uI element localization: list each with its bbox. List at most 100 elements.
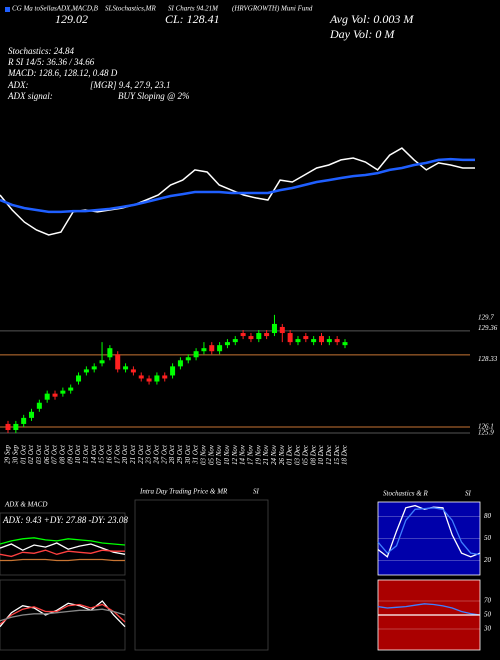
candle-body: [36, 402, 42, 409]
x-tick-label: 03 Nov: [200, 444, 208, 465]
panel-title: SI: [465, 490, 472, 498]
x-tick-label: 31 Oct: [192, 444, 200, 465]
candle-body: [209, 345, 215, 352]
candle-body: [21, 417, 27, 424]
candle-body: [138, 375, 144, 379]
last-price: 129.02: [55, 12, 88, 26]
candle-body: [303, 336, 309, 340]
candle-body: [264, 333, 270, 337]
candle-body: [162, 375, 168, 379]
series-line: [0, 603, 126, 625]
x-tick-label: 08 Dec: [309, 444, 317, 465]
x-tick-label: 27 Oct: [160, 444, 168, 464]
x-tick-label: 08 Oct: [59, 444, 67, 464]
series-line: [0, 542, 126, 555]
panel-annotation: ADX: 9.43 +DY: 27.88 -DY: 23.08: [2, 515, 128, 525]
panel-frame: [134, 499, 269, 651]
x-tick-label: 10 Oct: [74, 444, 82, 464]
y-tick-label: 50: [484, 534, 492, 542]
x-tick-label: 23 Oct: [145, 444, 153, 464]
x-tick-label: 20 Oct: [121, 444, 129, 464]
x-tick-label: 17 Oct: [113, 444, 121, 464]
header-text: SLStochastics,MR: [105, 5, 156, 13]
header-text: SI Charts 94.21M: [168, 5, 219, 13]
stochastics-value: Stochastics: 24.84: [8, 46, 74, 56]
header-text: (HRVGROWTH) Muni Fund: [232, 5, 313, 13]
x-tick-label: 12 Dec: [325, 444, 333, 465]
x-tick-label: 07 Oct: [51, 444, 59, 464]
candle-body: [115, 354, 121, 370]
candle-body: [224, 342, 230, 346]
panel-title: SI: [253, 488, 260, 496]
candle-body: [146, 378, 152, 382]
x-tick-label: 26 Nov: [278, 444, 286, 465]
x-tick-label: 22 Oct: [137, 444, 145, 464]
avg-volume: Avg Vol: 0.003 M: [329, 12, 414, 26]
x-tick-label: 14 Oct: [90, 444, 98, 464]
x-tick-label: 02 Oct: [27, 444, 35, 464]
series-line: [0, 157, 475, 214]
x-tick-label: 29 Oct: [176, 444, 184, 464]
x-tick-label: 12 Nov: [231, 444, 239, 465]
candle-body: [232, 339, 238, 343]
candle-body: [91, 366, 97, 370]
x-tick-label: 01 Oct: [19, 444, 27, 464]
candle-body: [271, 323, 277, 334]
x-tick-label: 21 Oct: [129, 444, 137, 464]
y-tick-label: 125.9: [478, 429, 494, 437]
series-line: [0, 608, 126, 622]
series-line: [377, 603, 481, 616]
panel-title: Intra Day Trading Price & MR: [139, 488, 228, 496]
x-tick-label: 28 Oct: [168, 444, 176, 464]
y-tick-label: 128.33: [478, 355, 498, 363]
candle-body: [342, 342, 348, 346]
candle-body: [13, 423, 19, 430]
panel-frame: [0, 512, 126, 576]
x-tick-label: 15 Oct: [98, 444, 106, 464]
header-text: CG Ma toSellasADX,MACD,B: [12, 5, 99, 13]
candle-body: [130, 369, 136, 373]
x-tick-label: 05 Dec: [301, 444, 309, 465]
series-line: [0, 537, 126, 546]
candle-body: [83, 369, 89, 373]
x-tick-label: 29 Sep: [4, 445, 12, 464]
x-tick-label: 05 Nov: [207, 444, 215, 465]
x-tick-label: 03 Oct: [35, 444, 43, 464]
candle-body: [123, 366, 129, 370]
y-tick-label: 30: [483, 625, 492, 633]
x-tick-label: 10 Dec: [317, 444, 325, 465]
candle-body: [107, 348, 113, 358]
legend-icon: [5, 7, 10, 12]
candle-body: [334, 339, 340, 343]
x-tick-label: 24 Nov: [270, 444, 278, 465]
candle-body: [326, 339, 332, 343]
candle-body: [170, 366, 176, 376]
candle-body: [193, 351, 199, 358]
x-tick-label: 13 Oct: [82, 444, 90, 464]
adx-signal-label: ADX signal:: [7, 91, 53, 101]
candle-body: [68, 387, 74, 391]
x-tick-label: 14 Nov: [239, 444, 247, 465]
candle-body: [240, 333, 246, 337]
rsi-value: R SI 14/5: 36.36 / 34.66: [7, 57, 95, 67]
candle-body: [295, 339, 301, 343]
candle-body: [248, 336, 254, 340]
candle-body: [311, 339, 317, 343]
y-tick-label: 70: [484, 597, 492, 605]
x-tick-label: 18 Dec: [341, 444, 349, 465]
y-tick-label: 20: [484, 556, 492, 564]
candle-body: [154, 375, 160, 382]
x-tick-label: 19 Nov: [254, 444, 262, 465]
candle-body: [185, 357, 191, 361]
x-tick-label: 21 Nov: [262, 444, 270, 465]
candle-body: [177, 360, 183, 367]
series-line: [0, 558, 125, 562]
x-tick-label: 30 Oct: [184, 444, 192, 465]
x-tick-label: 07 Nov: [215, 444, 223, 465]
candle-body: [44, 393, 50, 400]
x-tick-label: 17 Nov: [247, 444, 255, 465]
y-tick-label: 80: [484, 512, 492, 520]
y-tick-label: 129.7: [478, 313, 494, 321]
macd-value: MACD: 128.6, 128.12, 0.48 D: [7, 68, 118, 78]
